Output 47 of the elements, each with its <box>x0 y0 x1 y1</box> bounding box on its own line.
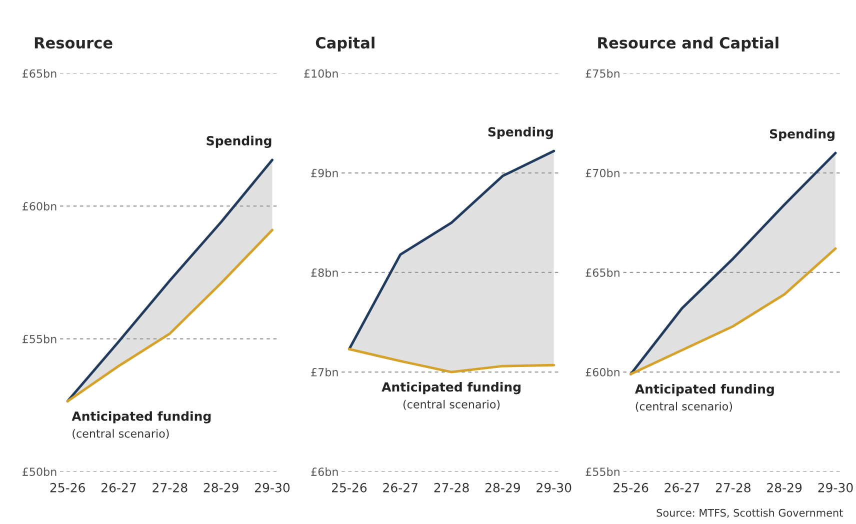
x-tick-label: 27-28 <box>716 482 750 492</box>
y-tick-label: £8bn <box>311 268 338 277</box>
y-tick-label: £65bn <box>22 69 56 78</box>
series-label: Anticipated funding <box>72 411 211 424</box>
x-tick-label: 26-27 <box>664 482 700 492</box>
line-series <box>630 247 837 376</box>
series-label: Anticipated funding <box>382 382 520 394</box>
y-tick-label: £10bn <box>304 69 338 78</box>
y-tick-label: £6bn <box>311 467 338 476</box>
x-tick-label: 27-28 <box>434 482 469 492</box>
x-tick-label: 29-30 <box>255 482 290 492</box>
x-tick-label: 25-26 <box>50 482 85 492</box>
line-series <box>66 228 274 402</box>
y-tick-label: £50bn <box>22 467 56 476</box>
chart-title: Capital <box>316 36 374 52</box>
y-tick-label: £70bn <box>586 168 620 178</box>
y-tick-label: £9bn <box>311 168 338 178</box>
x-tick-label: 26-27 <box>383 482 418 492</box>
series-label: Spending <box>770 128 834 142</box>
x-tick-label: 29-30 <box>536 482 572 492</box>
y-tick-label: £55bn <box>586 467 620 476</box>
annotation: (central scenario) <box>403 400 500 410</box>
annotation: (central scenario) <box>72 429 169 440</box>
line-series <box>66 158 274 402</box>
x-tick-label: 25-26 <box>614 482 648 492</box>
chart-title: Resource <box>34 37 112 49</box>
line-series <box>348 348 556 374</box>
y-tick-label: £75bn <box>586 69 620 78</box>
series-label: Spending <box>488 126 553 140</box>
x-tick-label: 26-27 <box>102 482 136 492</box>
x-tick-label: 27-28 <box>152 482 188 492</box>
x-tick-label: 25-26 <box>332 482 367 492</box>
x-tick-label: 28-29 <box>204 482 238 492</box>
source-note: Source: MTFS, Scottish Government <box>656 508 843 518</box>
x-tick-label: 29-30 <box>818 482 853 492</box>
y-tick-label: £55bn <box>22 334 56 344</box>
series-label: Anticipated funding <box>634 384 774 396</box>
series-label: Spending <box>206 136 272 148</box>
y-tick-label: £7bn <box>311 368 338 376</box>
line-series <box>630 152 837 376</box>
chart-title: Resource and Captial <box>598 36 778 52</box>
x-tick-label: 28-29 <box>485 482 520 492</box>
annotation: (central scenario) <box>636 402 732 412</box>
y-tick-label: £60bn <box>586 368 620 376</box>
x-tick-label: 28-29 <box>767 482 802 492</box>
y-tick-label: £60bn <box>22 202 56 210</box>
y-tick-label: £65bn <box>586 268 620 277</box>
